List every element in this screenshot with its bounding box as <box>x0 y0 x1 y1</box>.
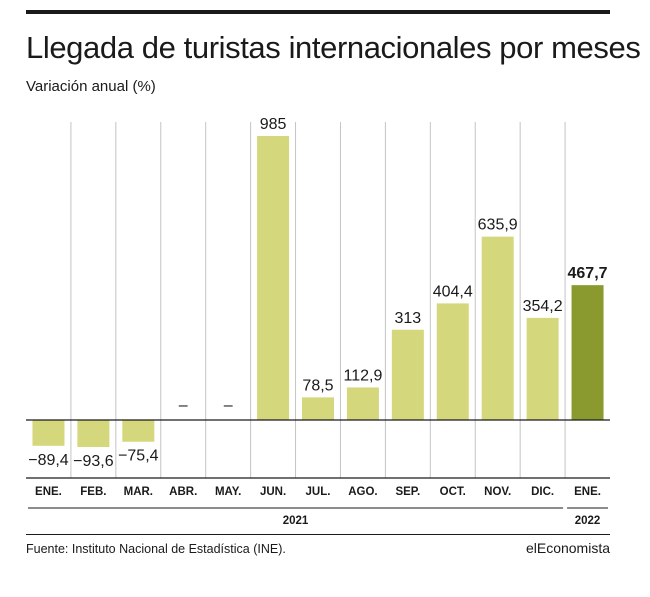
footer-rule <box>26 534 610 535</box>
bar <box>77 420 110 447</box>
tick-label: MAY. <box>215 486 241 498</box>
top-rule <box>26 10 610 14</box>
axes: ENE. FEB. MAR. ABR. MAY. JUN. JUL. AGO. SEP. OCT.… <box>26 419 610 527</box>
data-label: 467,7 <box>568 265 608 282</box>
bar <box>32 420 65 446</box>
data-label: 635,9 <box>478 217 518 234</box>
tick-label: AGO. <box>348 486 377 498</box>
tick-label: SEP. <box>395 486 420 498</box>
bar <box>526 317 559 420</box>
bars <box>32 136 604 447</box>
bar <box>346 387 379 420</box>
tick-label: JUN. <box>260 486 286 498</box>
year-label: 2022 <box>575 515 601 527</box>
data-label: 404,4 <box>433 283 473 300</box>
data-label: 112,9 <box>343 367 382 384</box>
data-label: 78,5 <box>302 377 333 394</box>
data-label: – <box>179 397 188 414</box>
bar <box>302 397 334 420</box>
tick-label: ENE. <box>35 486 62 498</box>
data-label: – <box>224 397 233 414</box>
data-label: 985 <box>260 116 287 133</box>
bar <box>122 420 155 442</box>
tick-label: MAR. <box>124 486 153 498</box>
bar <box>391 329 424 420</box>
data-label: −93,6 <box>73 453 114 470</box>
data-label: −75,4 <box>118 448 159 465</box>
year-label: 2021 <box>283 515 309 527</box>
grid-lines <box>70 122 566 478</box>
tick-label: NOV. <box>484 486 511 498</box>
tick-label: ENE. <box>574 486 601 498</box>
chart-subtitle: Variación anual (%) <box>26 78 156 95</box>
bar <box>436 303 469 420</box>
tick-label: DIC. <box>531 486 554 498</box>
source-note: Fuente: Instituto Nacional de Estadístic… <box>26 542 286 556</box>
data-label: 354,2 <box>523 298 563 315</box>
brand-logo: elEconomista <box>525 540 610 556</box>
bar <box>481 236 514 420</box>
value-labels: −89,4 −93,6 −75,4 – – 985 78,5 112,9 313 404,4 635… <box>28 116 607 470</box>
bar <box>257 136 290 420</box>
tick-label: FEB. <box>80 486 106 498</box>
tick-label: JUL. <box>306 486 331 498</box>
data-label: −89,4 <box>28 452 69 469</box>
tick-label: ABR. <box>169 486 197 498</box>
data-label: 313 <box>394 310 421 327</box>
tick-label: OCT. <box>440 486 466 498</box>
bar <box>571 285 604 420</box>
chart-title: Llegada de turistas internacionales por … <box>26 30 641 65</box>
